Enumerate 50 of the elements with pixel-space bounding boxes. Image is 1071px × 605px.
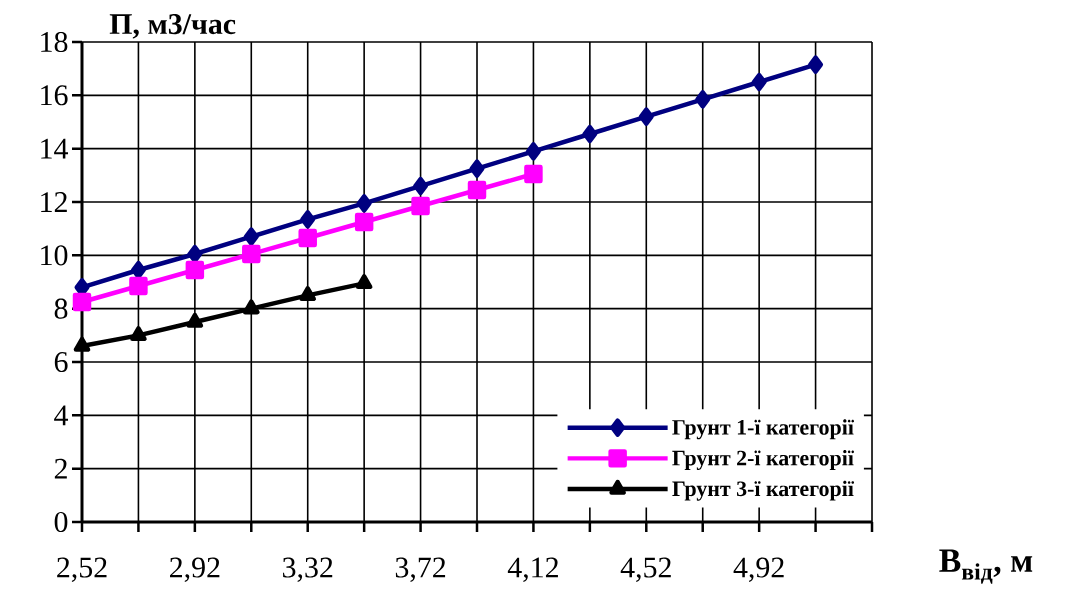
point: [242, 299, 260, 315]
point: [356, 194, 372, 213]
point: [242, 244, 261, 264]
point: [355, 274, 373, 290]
point: [808, 55, 824, 74]
legend-label: Грунт 1-ї категорії: [672, 419, 855, 440]
point: [243, 227, 259, 246]
x-tick-label: 3,32: [283, 557, 333, 582]
y-tick-label: 12: [41, 192, 67, 212]
y-tick-label: 10: [41, 245, 68, 266]
point: [467, 180, 487, 200]
y-tick-label: 2: [54, 458, 67, 479]
x-tick-label: 3,72: [395, 557, 446, 582]
x-tick-label: 4,52: [620, 557, 671, 582]
x-axis-title: В$_{від}$, м: [939, 549, 1033, 584]
point: [298, 228, 317, 248]
point: [751, 72, 767, 92]
point: [695, 90, 711, 109]
point: [129, 276, 148, 296]
point: [525, 142, 541, 161]
x-tick-label: 2,92: [170, 557, 220, 582]
point: [582, 124, 598, 144]
y-tick-label: 16: [41, 85, 68, 106]
point: [469, 159, 485, 178]
point: [72, 292, 92, 312]
point: [638, 107, 654, 126]
point: [187, 244, 203, 264]
point: [411, 196, 430, 216]
point: [130, 326, 147, 342]
point: [413, 176, 429, 196]
point: [185, 260, 205, 280]
point: [130, 260, 146, 280]
point: [300, 210, 316, 229]
y-axis-title: П, м3/час: [109, 14, 236, 39]
y-tick-label: 14: [41, 138, 69, 159]
legend-label: Грунт 2-ї категорії: [672, 450, 855, 470]
y-tick-label: 6: [54, 351, 68, 373]
point: [524, 164, 543, 184]
x-tick-label: 4,92: [733, 557, 784, 582]
legend-label: Грунт 3-ї категорії: [672, 480, 855, 501]
point: [186, 312, 204, 328]
y-tick-label: 4: [54, 405, 69, 426]
y-tick-label: 18: [41, 31, 68, 53]
x-tick-label: 4,12: [507, 557, 558, 582]
point: [73, 336, 91, 352]
y-tick-label: 8: [54, 298, 68, 319]
point: [354, 212, 374, 232]
point: [299, 286, 317, 302]
y-tick-label: 0: [54, 511, 68, 533]
x-tick-label: 2,52: [57, 557, 107, 582]
